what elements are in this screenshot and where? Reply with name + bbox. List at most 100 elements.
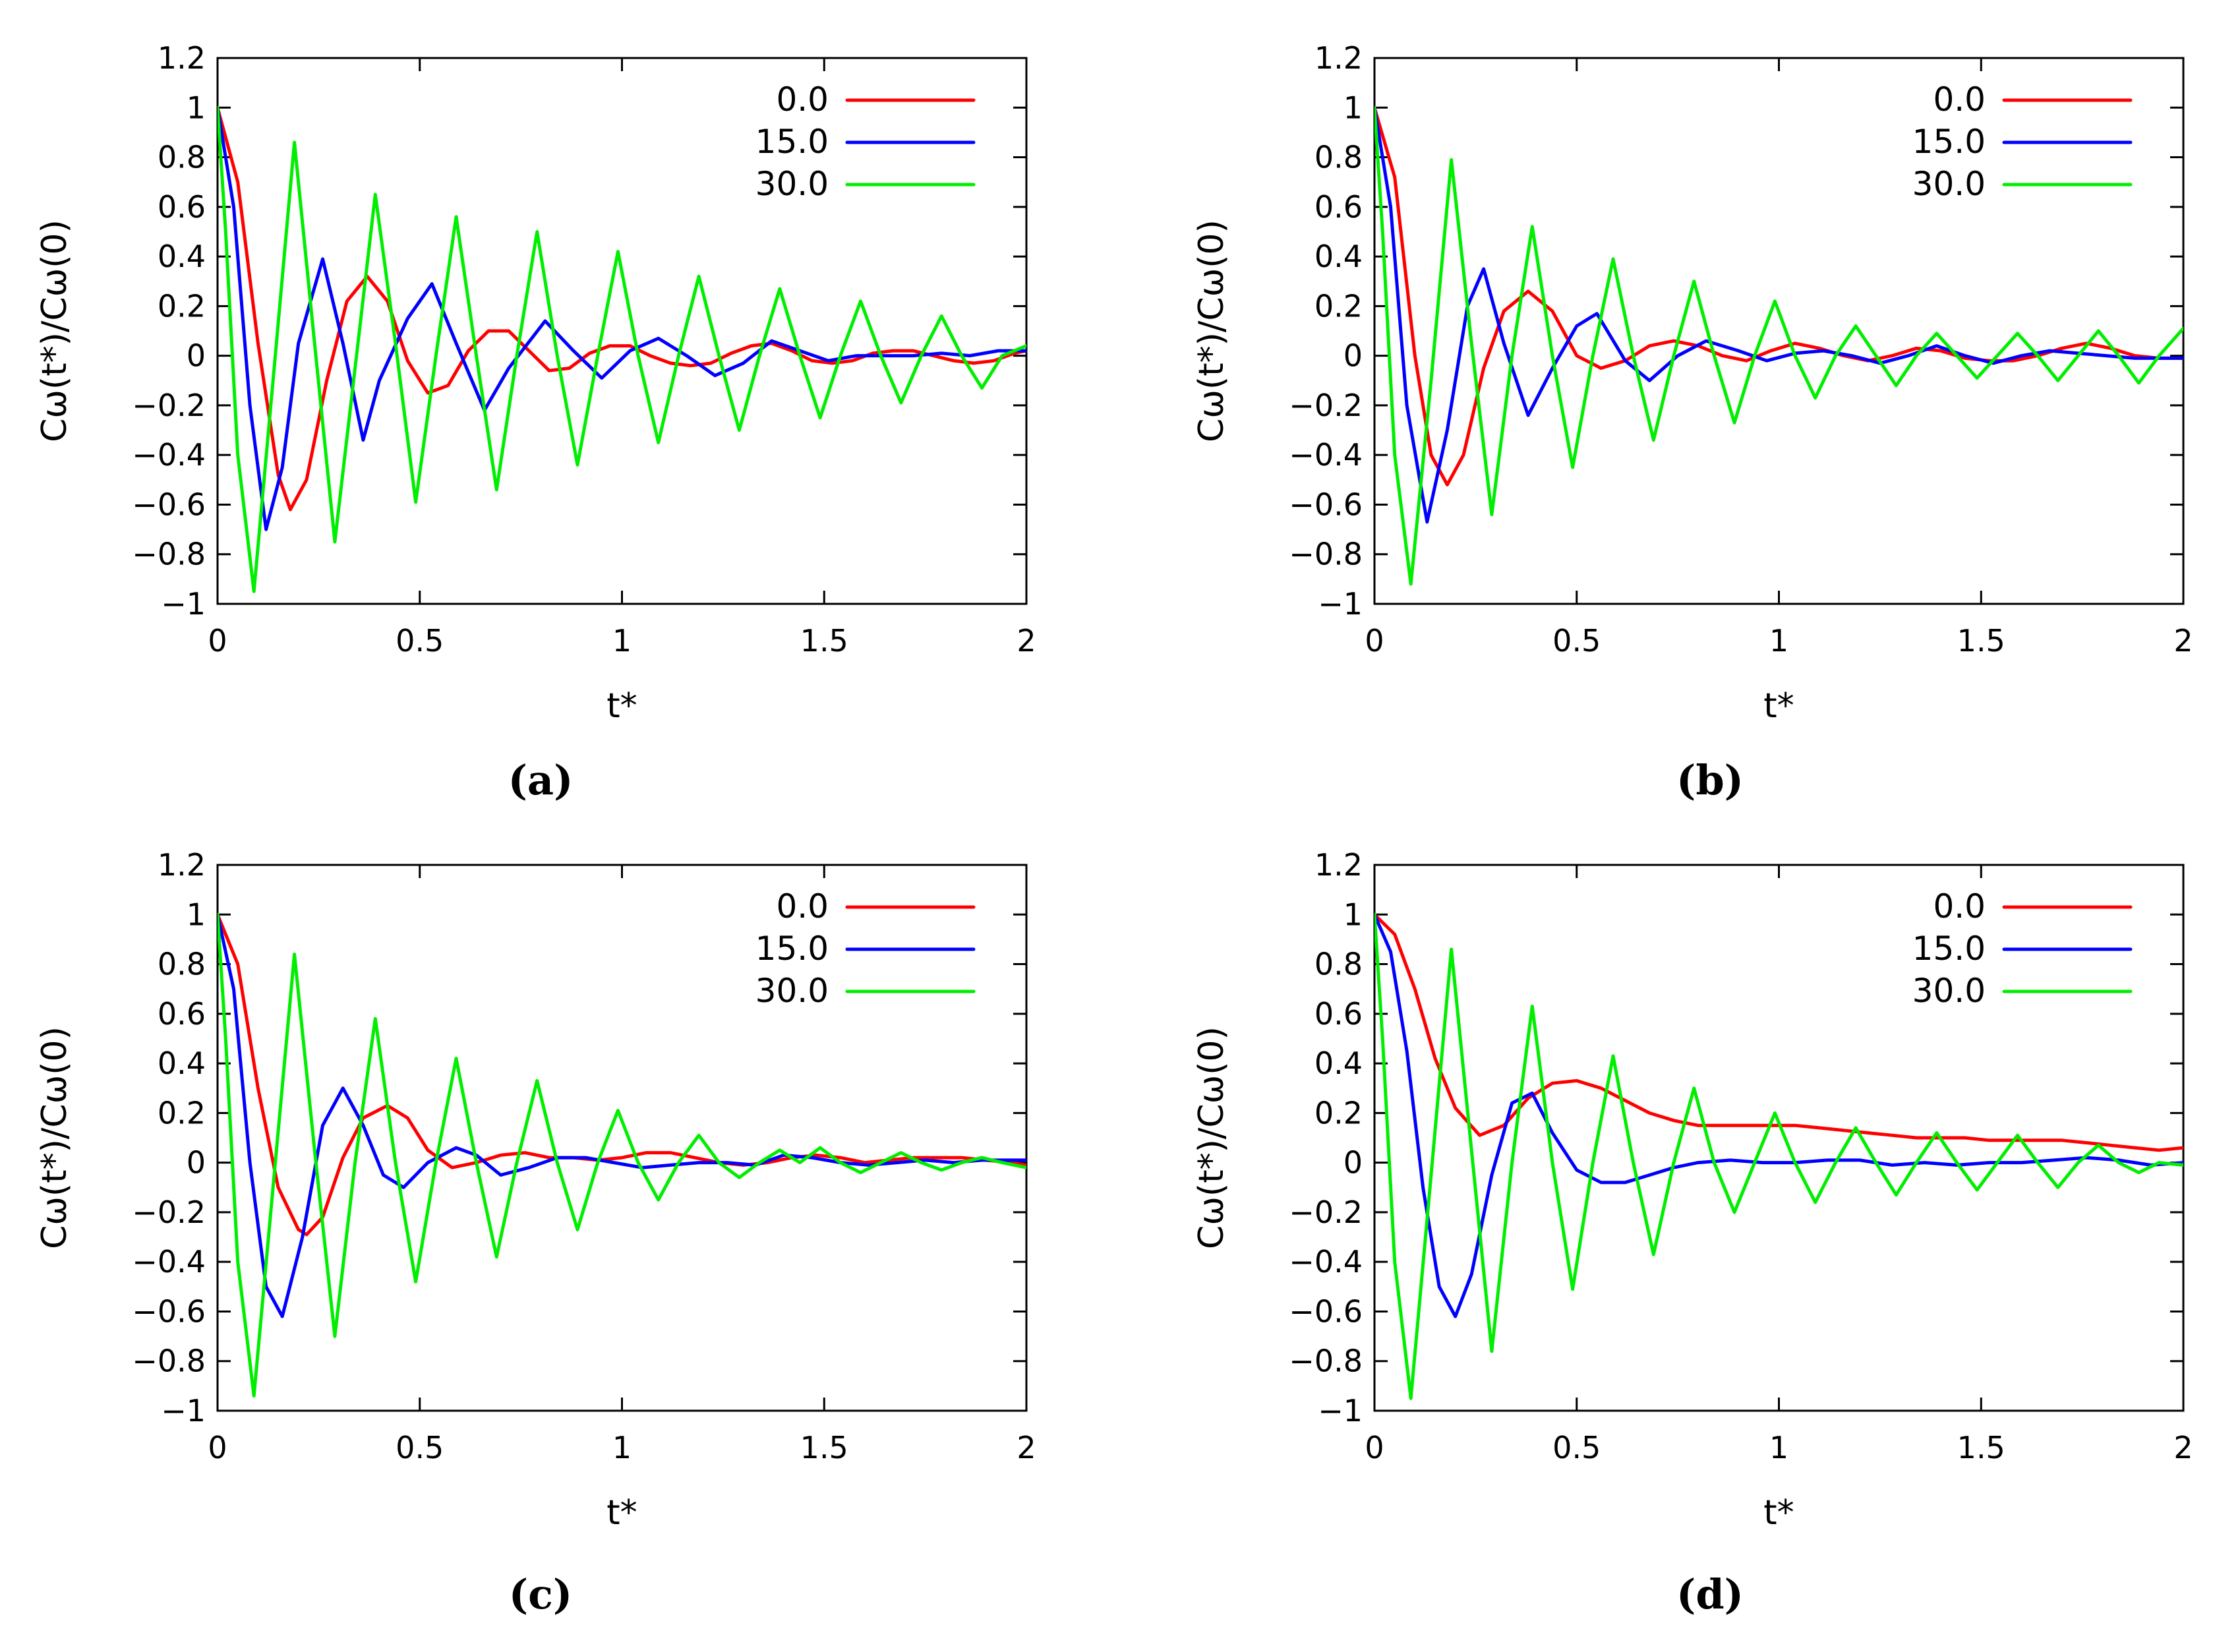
y-tick-label: −1 — [1318, 586, 1363, 622]
legend-label: 15.0 — [755, 929, 829, 968]
y-tick-label: 1.2 — [158, 40, 206, 76]
y-tick-label: 0.6 — [158, 996, 206, 1032]
y-tick-label: 1 — [1343, 90, 1363, 125]
y-tick-label: −0.2 — [132, 1195, 206, 1230]
y-axis-label: Cω(t*)/Cω(0) — [35, 220, 74, 442]
y-tick-label: 0.4 — [1314, 239, 1363, 274]
y-tick-label: −1 — [161, 1393, 206, 1429]
legend-label: 0.0 — [776, 80, 829, 119]
y-tick-label: −0.6 — [132, 1293, 206, 1329]
panel-caption: (a) — [508, 756, 574, 804]
y-tick-label: 0.4 — [158, 239, 206, 274]
y-tick-label: −0.8 — [1289, 537, 1363, 572]
x-axis-label: t* — [1763, 1493, 1794, 1533]
x-tick-label: 1.5 — [800, 623, 848, 659]
y-tick-label: 0.2 — [158, 1095, 206, 1131]
y-tick-label: −0.8 — [132, 1343, 206, 1379]
x-tick-label: 1 — [1769, 1430, 1788, 1465]
chart-panel-a: 1.210.80.60.40.20−0.2−0.4−0.6−0.8−10 0.5 1… — [35, 40, 1036, 804]
x-tick-label: 2 — [2173, 1430, 2193, 1465]
legend-label: 30.0 — [755, 972, 829, 1010]
y-tick-label: −1 — [161, 586, 206, 622]
y-tick-label: 0.4 — [158, 1046, 206, 1081]
x-tick-label: 2 — [1017, 1430, 1036, 1465]
y-tick-label: −0.2 — [1289, 388, 1363, 423]
x-tick-label: 0 — [1365, 623, 1384, 659]
y-tick-label: 0.8 — [158, 140, 206, 175]
series-line-15.0 — [1374, 105, 2183, 524]
series-line-30.0 — [218, 912, 1026, 1398]
x-tick-label: 1 — [1769, 623, 1788, 659]
series-line-15.0 — [218, 105, 1026, 531]
x-axis-label: t* — [606, 686, 637, 726]
x-tick-label: 0.5 — [1552, 623, 1601, 659]
x-axis-label: t* — [606, 1493, 637, 1533]
panel-caption: (d) — [1676, 1570, 1744, 1618]
y-tick-label: −0.2 — [132, 388, 206, 423]
series-line-0.0 — [1374, 105, 2183, 487]
y-tick-label: −0.8 — [132, 537, 206, 572]
y-tick-label: 0 — [1343, 1145, 1363, 1181]
y-tick-label: −0.6 — [1289, 487, 1363, 522]
y-tick-label: 0.8 — [1314, 947, 1363, 982]
series-line-30.0 — [1374, 912, 2183, 1400]
y-tick-label: 0.8 — [158, 947, 206, 982]
legend-label: 15.0 — [755, 123, 829, 161]
x-tick-label: 0 — [208, 1430, 227, 1465]
x-tick-label: 1 — [612, 623, 632, 659]
legend-label: 30.0 — [755, 165, 829, 203]
plot-frame — [216, 864, 1028, 1412]
y-axis-label: Cω(t*)/Cω(0) — [1192, 1026, 1231, 1249]
y-tick-label: 0 — [1343, 338, 1363, 374]
y-tick-label: −0.2 — [1289, 1195, 1363, 1230]
y-tick-label: −0.4 — [1289, 437, 1363, 473]
y-axis-label: Cω(t*)/Cω(0) — [1192, 220, 1231, 442]
legend-label: 0.0 — [1933, 80, 1986, 119]
y-tick-label: −0.4 — [132, 437, 206, 473]
x-tick-label: 0.5 — [1552, 1430, 1601, 1465]
y-tick-label: 0 — [187, 338, 206, 374]
y-tick-label: 0.8 — [1314, 140, 1363, 175]
legend-label: 30.0 — [1912, 972, 1986, 1010]
y-tick-label: 0.2 — [158, 288, 206, 324]
chart-panel-d: 1.210.80.60.40.20−0.2−0.4−0.6−0.8−10 0.5 1… — [1192, 847, 2193, 1618]
y-axis-label: Cω(t*)/Cω(0) — [35, 1026, 74, 1249]
y-tick-label: −0.8 — [1289, 1343, 1363, 1379]
y-tick-label: −0.4 — [132, 1244, 206, 1280]
x-tick-label: 2 — [2173, 623, 2193, 659]
chart-panel-b: 1.210.80.60.40.20−0.2−0.4−0.6−0.8−10 0.5 1… — [1192, 40, 2193, 804]
legend-label: 0.0 — [776, 887, 829, 926]
series-line-30.0 — [218, 105, 1026, 593]
y-tick-label: 0.6 — [1314, 189, 1363, 225]
legend-label: 15.0 — [1912, 929, 1986, 968]
y-tick-label: −0.6 — [132, 487, 206, 522]
panel-caption: (c) — [509, 1570, 572, 1618]
series-line-0.0 — [218, 105, 1026, 512]
x-tick-label: 1.5 — [1957, 1430, 2005, 1465]
x-tick-label: 1.5 — [1957, 623, 2005, 659]
x-tick-label: 0.5 — [396, 1430, 444, 1465]
y-tick-label: 1 — [187, 90, 206, 125]
y-tick-label: 0.4 — [1314, 1046, 1363, 1081]
y-tick-label: 1.2 — [1314, 40, 1363, 76]
series-line-30.0 — [1374, 105, 2183, 586]
y-tick-label: 1 — [1343, 897, 1363, 932]
x-axis-label: t* — [1763, 686, 1794, 726]
legend-label: 30.0 — [1912, 165, 1986, 203]
y-tick-label: 0.2 — [1314, 1095, 1363, 1131]
chart-panel-c: 1.210.80.60.40.20−0.2−0.4−0.6−0.8−10 0.5 1… — [35, 847, 1036, 1618]
series-line-15.0 — [218, 912, 1026, 1318]
y-tick-label: 0.6 — [158, 189, 206, 225]
y-tick-label: 1.2 — [158, 847, 206, 883]
y-tick-label: −0.6 — [1289, 1293, 1363, 1329]
y-tick-label: −0.4 — [1289, 1244, 1363, 1280]
x-tick-label: 0.5 — [396, 623, 444, 659]
y-tick-label: 0.2 — [1314, 288, 1363, 324]
x-tick-label: 1.5 — [800, 1430, 848, 1465]
x-tick-label: 0 — [208, 623, 227, 659]
series-line-15.0 — [1374, 912, 2183, 1318]
y-tick-label: 1 — [187, 897, 206, 932]
x-tick-label: 2 — [1017, 623, 1036, 659]
y-tick-label: −1 — [1318, 1393, 1363, 1429]
